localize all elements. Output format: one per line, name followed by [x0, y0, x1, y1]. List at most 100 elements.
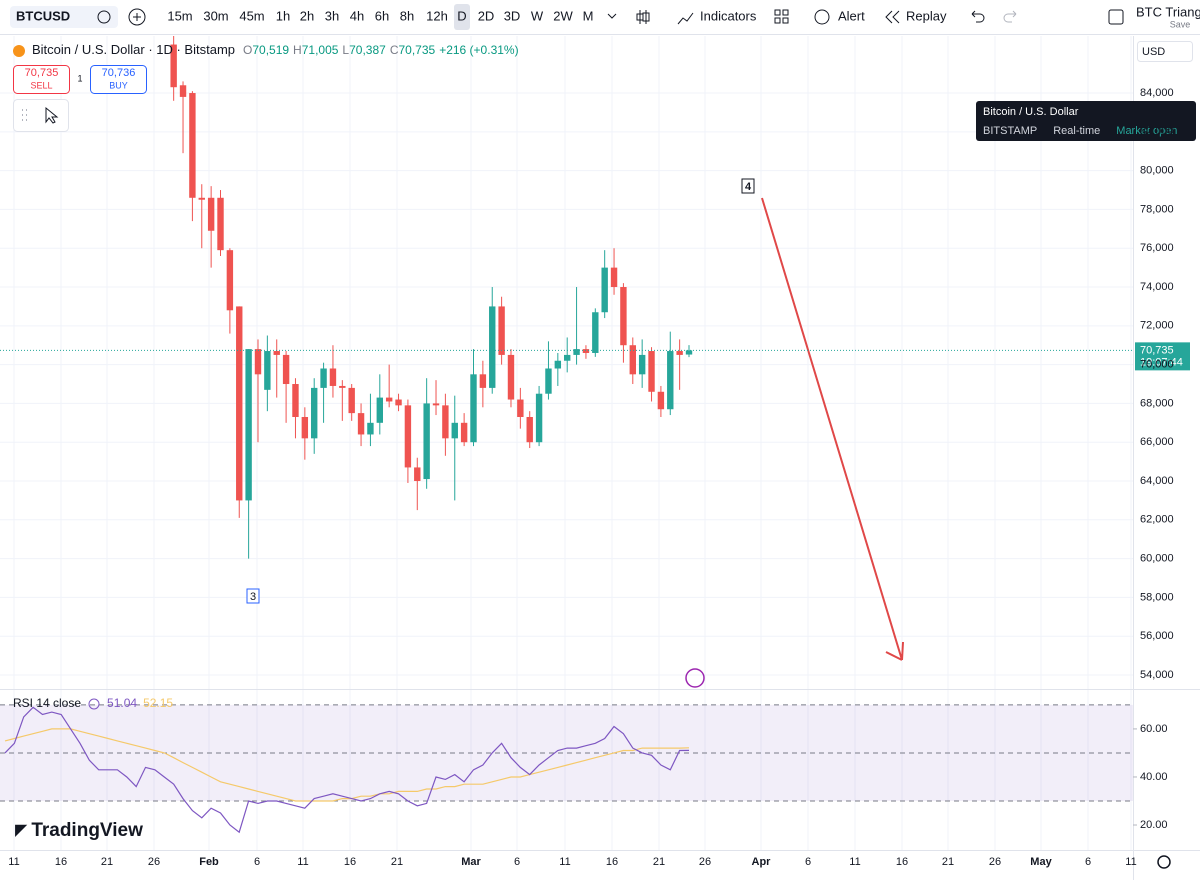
- drawing-toolbox: [13, 99, 69, 132]
- brand-logo: ◤ TradingView: [15, 820, 143, 841]
- symbol[interactable]: BTCUSD: [16, 8, 70, 23]
- buy-label[interactable]: BUY: [109, 80, 128, 90]
- candle-body: [348, 387, 355, 414]
- candle-body: [170, 44, 177, 88]
- interval-button[interactable]: 3D: [504, 8, 521, 23]
- time-axis-label: Apr: [752, 856, 772, 868]
- price-tick-label: 60,000: [1140, 553, 1174, 565]
- time-axis-label: 16: [896, 856, 908, 868]
- price-tick-label: 66,000: [1140, 436, 1174, 448]
- candle-body: [667, 351, 674, 410]
- candle-body: [685, 350, 693, 355]
- sell-button[interactable]: [13, 65, 70, 94]
- time-axis-label: 6: [805, 856, 811, 868]
- countdown: 19:07:44: [1140, 356, 1183, 368]
- candle-body: [226, 250, 234, 311]
- interval-button[interactable]: 2W: [553, 8, 573, 23]
- interval-button[interactable]: 30m: [203, 8, 228, 23]
- undo[interactable]: [971, 10, 985, 23]
- interval-button[interactable]: 8h: [400, 8, 414, 23]
- sell-price[interactable]: 70,735: [25, 67, 59, 79]
- time-axis-label: 21: [101, 856, 113, 868]
- candle-body: [367, 422, 374, 435]
- lightning-icon[interactable]: [685, 668, 705, 688]
- interval-button[interactable]: 2D: [478, 8, 495, 23]
- replay-button[interactable]: Replay: [906, 8, 947, 23]
- candle-body: [423, 403, 430, 480]
- price-tick-label: 54,000: [1140, 669, 1174, 681]
- price-tick-label: 72,000: [1140, 320, 1174, 332]
- price-tick-label: 80,000: [1140, 165, 1174, 177]
- candle-body: [320, 368, 327, 388]
- indicators-button[interactable]: Indicators: [700, 8, 757, 23]
- time-axis-label: Mar: [461, 856, 481, 868]
- candle-body: [460, 422, 468, 443]
- time-axis-label: 21: [391, 856, 403, 868]
- legend-title: Bitcoin / U.S. Dollar · 1D · Bitstamp: [32, 42, 235, 57]
- settings-gear[interactable]: [1157, 855, 1171, 869]
- candle-body: [479, 374, 487, 388]
- sell-label[interactable]: SELL: [30, 80, 52, 90]
- interval-button[interactable]: 6h: [375, 8, 389, 23]
- interval-button[interactable]: M: [583, 8, 594, 23]
- interval-button[interactable]: 12h: [426, 8, 448, 23]
- time-axis-label: 26: [148, 856, 160, 868]
- candle-body: [357, 413, 365, 435]
- price-tick-label: 58,000: [1140, 591, 1174, 603]
- spread: 1: [77, 73, 82, 83]
- symbol-box[interactable]: [10, 6, 118, 28]
- currency-box[interactable]: [1137, 41, 1193, 62]
- candle-body: [311, 387, 318, 439]
- layout-name[interactable]: BTC Triangl: [1136, 4, 1200, 19]
- rsi-value: 51.04: [107, 696, 137, 710]
- rsi-settings-icon[interactable]: [88, 698, 100, 710]
- tooltip-info: BITSTAMP Real-time Market open: [983, 125, 1177, 137]
- alert-icon: [814, 9, 830, 25]
- ohlc-label: O: [243, 43, 252, 57]
- time-axis-label: 16: [344, 856, 356, 868]
- candle-body: [376, 397, 383, 423]
- cursor-tool[interactable]: [45, 106, 59, 124]
- currency[interactable]: USD: [1142, 46, 1165, 58]
- candle-body: [610, 267, 618, 288]
- candle-body: [498, 306, 505, 355]
- candle-body: [198, 197, 205, 200]
- interval-button[interactable]: 45m: [239, 8, 264, 23]
- interval-button[interactable]: 3h: [325, 8, 339, 23]
- interval-button[interactable]: W: [531, 8, 544, 23]
- templates-icon[interactable]: [774, 9, 789, 24]
- rsi-ma-value: 52.15: [143, 696, 173, 710]
- last-price-label: 70,735: [1140, 344, 1174, 356]
- time-axis-label: 11: [559, 856, 570, 868]
- time-axis-label: 6: [514, 856, 520, 868]
- ohlc-value: 70,735: [398, 43, 435, 57]
- time-axis-label: 16: [55, 856, 67, 868]
- time-axis-label: 26: [699, 856, 711, 868]
- buy-button[interactable]: [90, 65, 147, 94]
- interval-dropdown[interactable]: [607, 13, 617, 19]
- candle-body: [592, 312, 599, 353]
- buy-price[interactable]: 70,736: [102, 67, 136, 79]
- alert-button[interactable]: Alert: [838, 8, 865, 23]
- candle-body: [385, 397, 393, 402]
- interval-button[interactable]: 15m: [167, 8, 192, 23]
- layout-icon[interactable]: [1108, 9, 1124, 25]
- time-axis-label: 21: [653, 856, 665, 868]
- tooltip-exchange: BITSTAMP: [983, 125, 1037, 137]
- arrow-drawing[interactable]: [761, 197, 904, 661]
- chart-type-icon[interactable]: [636, 10, 650, 24]
- save-button[interactable]: Save: [1170, 19, 1191, 29]
- interval-button[interactable]: 1h: [276, 8, 290, 23]
- redo[interactable]: [1003, 10, 1017, 23]
- time-axis-label: 26: [989, 856, 1001, 868]
- active-interval-bg[interactable]: [454, 4, 470, 30]
- candle-body: [329, 368, 337, 386]
- interval-button[interactable]: D: [457, 8, 466, 23]
- price-tick-label: 74,000: [1140, 281, 1174, 293]
- interval-button[interactable]: 4h: [350, 8, 364, 23]
- add-symbol[interactable]: [128, 8, 146, 26]
- interval-button[interactable]: 2h: [300, 8, 314, 23]
- legend: Bitcoin / U.S. Dollar · 1D · Bitstamp O 70…: [32, 42, 519, 57]
